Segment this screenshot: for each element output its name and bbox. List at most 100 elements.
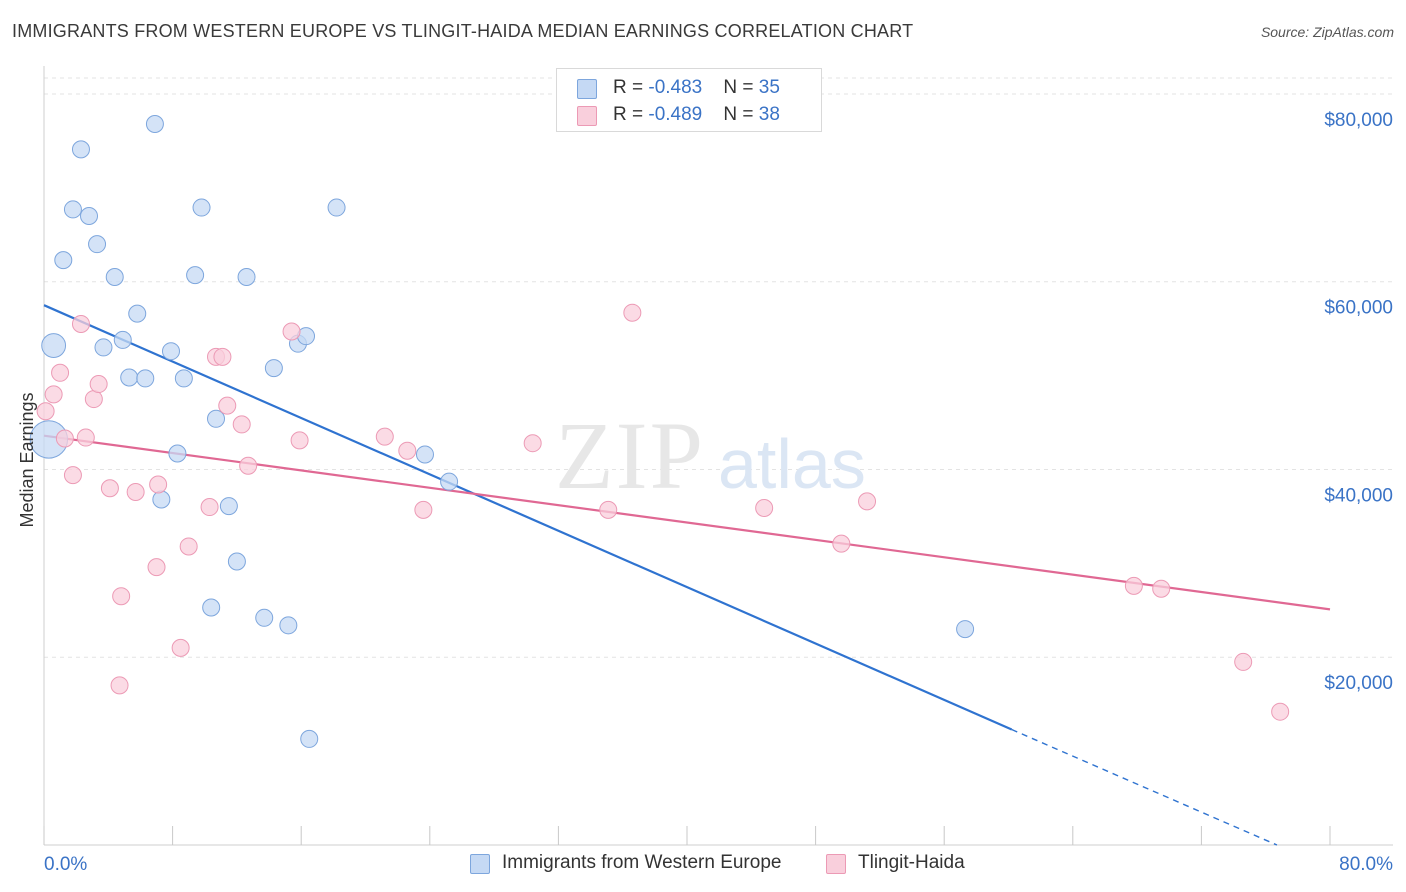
legend-swatch-pink xyxy=(577,106,597,126)
blue-point xyxy=(128,304,147,323)
pink-point xyxy=(1271,702,1290,721)
y-axis-label: Median Earnings xyxy=(17,392,37,527)
blue-point xyxy=(168,444,187,463)
pink-point xyxy=(414,500,433,519)
pink-point xyxy=(55,429,74,448)
y-tick-label: $80,000 xyxy=(1324,110,1393,131)
pink-point xyxy=(398,441,417,460)
trend-lines xyxy=(43,304,1331,846)
correlation-legend: R = -0.483 N = 35 R = -0.489 N = 38 xyxy=(556,68,822,132)
blue-point xyxy=(174,369,193,388)
pink-point xyxy=(51,363,70,382)
y-tick-label: $40,000 xyxy=(1324,485,1393,506)
blue-point xyxy=(41,333,67,358)
blue-point xyxy=(71,140,90,159)
pink-point xyxy=(1124,576,1143,595)
x-tick-label: 0.0% xyxy=(44,854,87,875)
r-value: -0.483 xyxy=(648,77,703,98)
n-value: 35 xyxy=(758,77,780,98)
blue-point xyxy=(192,198,211,217)
pink-point xyxy=(44,385,63,404)
blue-point xyxy=(54,251,73,270)
blue-point xyxy=(202,598,221,617)
pink-point xyxy=(171,638,190,657)
pink-point xyxy=(1234,652,1253,671)
r-label: R = xyxy=(613,104,649,125)
pink-point xyxy=(290,431,309,450)
blue-point xyxy=(120,368,139,387)
watermark: ZIP atlas xyxy=(555,402,866,509)
watermark-zip: ZIP xyxy=(555,402,705,509)
n-label: N = xyxy=(723,77,759,98)
pink-point xyxy=(63,466,82,485)
pink-point xyxy=(36,402,55,421)
blue-point xyxy=(264,359,283,378)
legend-label: Immigrants from Western Europe xyxy=(502,852,782,873)
pink-point xyxy=(100,479,119,498)
blue-point xyxy=(227,552,246,571)
pink-point xyxy=(858,492,877,511)
blue-trend-line xyxy=(43,304,1013,731)
pink-trend-line xyxy=(43,434,1331,611)
blue-point xyxy=(300,729,319,748)
blue-point xyxy=(94,338,113,357)
pink-point xyxy=(375,427,394,446)
source-label: Source: ZipAtlas.com xyxy=(1260,24,1394,40)
legend-label: Tlingit-Haida xyxy=(858,852,965,873)
pink-point xyxy=(1152,579,1171,598)
x-tick-label: 80.0% xyxy=(1339,854,1393,875)
legend-swatch-blue xyxy=(470,854,490,874)
pink-point xyxy=(239,456,258,475)
pink-point xyxy=(110,676,129,695)
blue-point xyxy=(88,235,107,254)
blue-point xyxy=(136,369,155,388)
pink-point xyxy=(213,347,232,366)
pink-point xyxy=(84,390,103,409)
blue-trend-extension xyxy=(1011,728,1278,846)
blue-point xyxy=(145,115,164,134)
n-value: 38 xyxy=(758,104,780,125)
blue-point xyxy=(152,490,171,509)
watermark-atlas: atlas xyxy=(718,425,866,503)
blue-point xyxy=(219,497,238,516)
blue-point xyxy=(440,472,459,491)
y-tick-label: $60,000 xyxy=(1324,298,1393,319)
pink-point xyxy=(112,587,131,606)
blue-point xyxy=(113,330,132,349)
blue-point xyxy=(161,342,180,361)
blue-point xyxy=(63,200,82,219)
chart-title: IMMIGRANTS FROM WESTERN EUROPE VS TLINGI… xyxy=(12,21,914,41)
blue-point xyxy=(415,445,434,464)
pink-point xyxy=(76,428,95,447)
pink-point xyxy=(218,396,237,415)
pink-point xyxy=(832,534,851,553)
pink-point xyxy=(200,498,219,517)
blue-point xyxy=(186,266,205,285)
n-label: N = xyxy=(723,104,759,125)
blue-point xyxy=(207,409,226,428)
pink-point xyxy=(179,537,198,556)
pink-point xyxy=(149,475,168,494)
pink-point xyxy=(282,322,301,341)
pink-point xyxy=(599,500,618,519)
blue-point xyxy=(956,620,975,639)
pink-point xyxy=(147,558,166,577)
pink-point xyxy=(71,314,90,333)
legend-swatch-blue xyxy=(577,79,597,99)
blue-point xyxy=(327,198,346,217)
data-points xyxy=(29,115,1290,748)
grid xyxy=(44,77,1393,658)
tick-labels: $20,000 $40,000 $60,000 $80,000 0.0% 80.0% xyxy=(44,110,1393,875)
blue-point xyxy=(279,616,298,635)
blue-point xyxy=(105,268,124,287)
blue-point xyxy=(80,207,99,226)
axes xyxy=(43,66,1393,846)
pink-point xyxy=(126,483,145,502)
legend-swatch-pink xyxy=(826,854,846,874)
pink-point xyxy=(755,498,774,517)
blue-point xyxy=(255,608,274,627)
y-tick-label: $20,000 xyxy=(1324,673,1393,694)
pink-point xyxy=(523,434,542,453)
pink-point xyxy=(232,415,251,434)
